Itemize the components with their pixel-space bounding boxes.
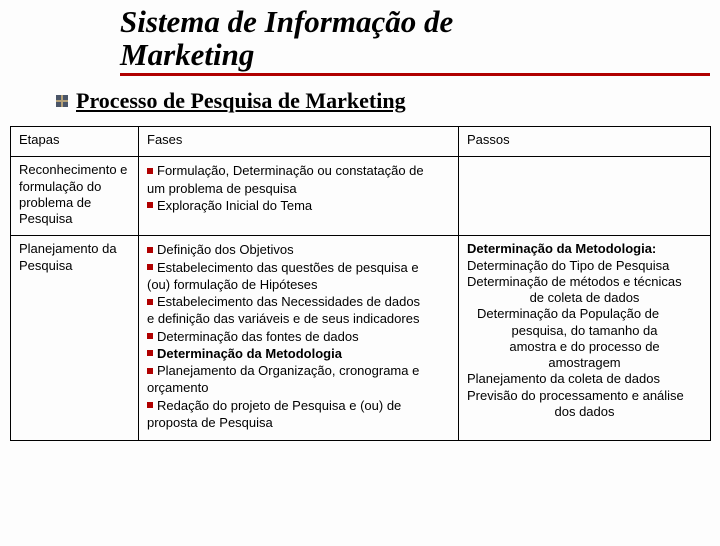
fases-cell: Formulação, Determinação ou constatação … [139, 157, 459, 236]
fase-text: Determinação da Metodologia [157, 346, 342, 361]
fase-text: Exploração Inicial do Tema [157, 198, 312, 213]
passos-title: Determinação da Metodologia: [467, 241, 702, 257]
fase-text: (ou) formulação de Hipóteses [147, 277, 318, 292]
passo-text: Determinação de métodos e técnicas [467, 274, 702, 290]
subtitle: Processo de Pesquisa de Marketing [76, 88, 406, 114]
passo-text: pesquisa, do tamanho da [467, 323, 702, 339]
square-bullet-icon [147, 264, 153, 270]
fase-text: proposta de Pesquisa [147, 415, 273, 430]
square-bullet-icon [147, 168, 153, 174]
passo-text: Planejamento da coleta de dados [467, 371, 702, 387]
passo-text: de coleta de dados [467, 290, 702, 306]
fase-text: Definição dos Objetivos [157, 242, 294, 257]
square-bullet-icon [147, 333, 153, 339]
square-bullet-icon [147, 350, 153, 356]
title-underline [120, 73, 710, 76]
fase-text: Determinação das fontes de dados [157, 329, 359, 344]
passo-text: Determinação do Tipo de Pesquisa [467, 258, 702, 274]
fase-text: Planejamento da Organização, cronograma … [157, 363, 419, 378]
etapa-cell: Planejamento da Pesquisa [11, 236, 139, 441]
square-bullet-icon [147, 247, 153, 253]
square-bullet-icon [147, 368, 153, 374]
fase-text: Formulação, Determinação ou constatação … [157, 163, 424, 178]
table-row: Planejamento da Pesquisa Definição dos O… [11, 236, 711, 441]
passo-text: amostra e do processo de [467, 339, 702, 355]
fases-cell: Definição dos Objetivos Estabelecimento … [139, 236, 459, 441]
passos-cell [459, 157, 711, 236]
fase-text: um problema de pesquisa [147, 181, 297, 196]
passo-text: Determinação da População de [467, 306, 702, 322]
slide-title: Sistema de Informação de Marketing [120, 6, 720, 71]
fase-text: Estabelecimento das Necessidades de dado… [157, 294, 420, 309]
table-row: Reconhecimento e formulação do problema … [11, 157, 711, 236]
passos-cell: Determinação da Metodologia: Determinaçã… [459, 236, 711, 441]
fase-text: Redação do projeto de Pesquisa e (ou) de [157, 398, 401, 413]
title-line-2: Marketing [120, 37, 254, 72]
table-header-row: Etapas Fases Passos [11, 127, 711, 157]
passo-text: dos dados [467, 404, 702, 420]
passo-text: Previsão do processamento e análise [467, 388, 702, 404]
plus-bullet-icon [56, 95, 68, 107]
passo-text: amostragem [467, 355, 702, 371]
square-bullet-icon [147, 299, 153, 305]
hdr-etapas: Etapas [11, 127, 139, 157]
square-bullet-icon [147, 402, 153, 408]
etapa-cell: Reconhecimento e formulação do problema … [11, 157, 139, 236]
hdr-fases: Fases [139, 127, 459, 157]
subtitle-row: Processo de Pesquisa de Marketing [56, 88, 720, 114]
title-line-1: Sistema de Informação de [120, 4, 453, 39]
fase-text: Estabelecimento das questões de pesquisa… [157, 260, 419, 275]
process-table: Etapas Fases Passos Reconhecimento e for… [10, 126, 711, 441]
hdr-passos: Passos [459, 127, 711, 157]
fase-text: e definição das variáveis e de seus indi… [147, 311, 419, 326]
square-bullet-icon [147, 202, 153, 208]
fase-text: orçamento [147, 380, 208, 395]
